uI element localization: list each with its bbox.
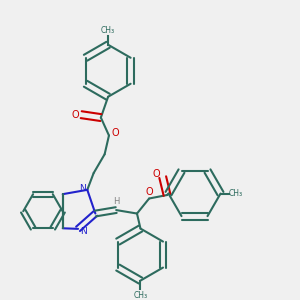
Text: CH₃: CH₃: [134, 290, 148, 299]
Text: O: O: [71, 110, 79, 120]
Text: O: O: [145, 187, 153, 197]
Text: O: O: [152, 169, 160, 179]
Text: N: N: [80, 227, 87, 236]
Text: O: O: [112, 128, 119, 138]
Text: N: N: [80, 184, 86, 193]
Text: CH₃: CH₃: [229, 189, 243, 198]
Text: H: H: [114, 197, 120, 206]
Text: CH₃: CH₃: [101, 26, 115, 35]
